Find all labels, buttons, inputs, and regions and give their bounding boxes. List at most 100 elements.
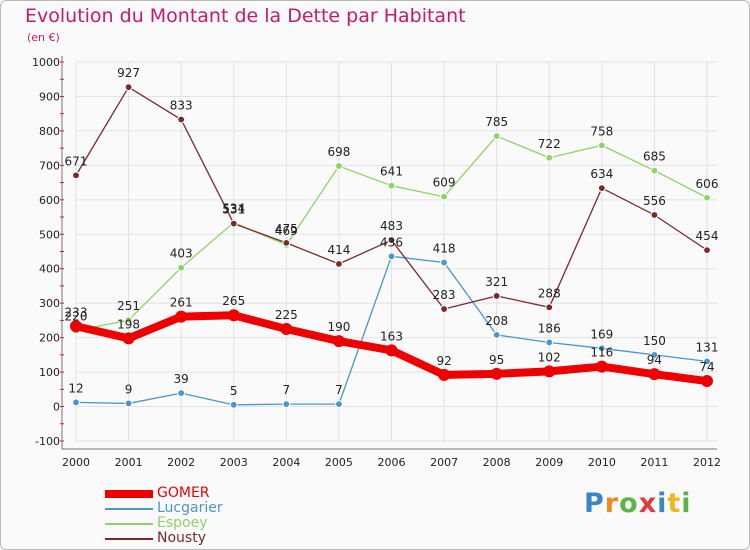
data-point-lucgarier <box>545 338 554 347</box>
y-tick-label: 300 <box>39 297 60 310</box>
data-point-gomer <box>595 360 608 373</box>
legend-item-nousty: Nousty <box>105 531 223 546</box>
y-tick-label: 400 <box>39 263 60 276</box>
legend-label: Lucgarier <box>157 500 223 516</box>
data-point-espoey <box>545 153 554 162</box>
x-tick-label: 2012 <box>693 456 721 469</box>
data-label-nousty: 483 <box>380 219 403 233</box>
data-label-gomer: 92 <box>436 354 451 368</box>
y-tick-label: 100 <box>39 366 60 379</box>
data-label-lucgarier: 7 <box>283 383 291 397</box>
data-point-nousty <box>387 236 396 245</box>
data-label-gomer: 102 <box>538 350 561 364</box>
y-tick-label: 900 <box>39 90 60 103</box>
data-label-gomer: 163 <box>380 329 403 343</box>
data-label-espoey: 220 <box>65 310 88 324</box>
data-label-gomer: 74 <box>699 360 714 374</box>
y-tick-label: -100 <box>35 435 60 448</box>
chart-data-labels: 12 9 39 5 7 7 436 418 208 186 169 150 131 220 251 403 53… <box>65 66 719 398</box>
chart-legend: GOMER Lucgarier Espoey Nousty <box>105 486 223 546</box>
y-tick-label: 500 <box>39 228 60 241</box>
legend-item-espoey: Espoey <box>105 516 223 531</box>
x-tick-label: 2009 <box>535 456 563 469</box>
data-label-lucgarier: 39 <box>174 372 189 386</box>
data-point-gomer <box>332 335 345 348</box>
x-tick-label: 2010 <box>588 456 616 469</box>
x-tick-label: 2001 <box>115 456 143 469</box>
data-point-lucgarier <box>440 258 448 267</box>
data-label-espoey: 403 <box>170 247 193 261</box>
chart-grid <box>75 61 717 442</box>
logo-letter: i <box>681 488 692 519</box>
data-label-gomer: 225 <box>275 308 298 322</box>
data-point-espoey <box>177 263 186 272</box>
data-label-lucgarier: 12 <box>68 381 83 395</box>
data-label-espoey: 641 <box>380 165 403 179</box>
data-label-nousty: 634 <box>590 167 613 181</box>
data-label-espoey: 785 <box>485 115 508 129</box>
data-point-nousty <box>545 303 554 312</box>
x-tick-label: 2011 <box>640 456 668 469</box>
data-point-lucgarier <box>282 400 291 409</box>
data-point-nousty <box>229 219 238 228</box>
y-tick-label: 600 <box>39 194 60 207</box>
data-point-nousty <box>335 260 343 268</box>
data-label-nousty: 414 <box>327 243 350 257</box>
data-point-gomer <box>385 344 398 357</box>
data-label-nousty: 475 <box>275 222 298 236</box>
legend-item-lucgarier: Lucgarier <box>105 501 223 516</box>
logo-letter: t <box>667 488 682 519</box>
legend-label: GOMER <box>157 485 210 501</box>
data-point-lucgarier <box>177 389 186 398</box>
x-tick-label: 2004 <box>272 456 300 469</box>
legend-swatch <box>105 507 153 510</box>
y-tick-label: 0 <box>53 401 60 414</box>
chart-series <box>70 83 713 409</box>
x-tick-label: 2005 <box>325 456 353 469</box>
data-point-gomer <box>175 310 188 323</box>
legend-label: Espoey <box>157 515 208 531</box>
data-label-nousty: 454 <box>696 229 719 243</box>
data-point-gomer <box>438 368 451 381</box>
data-point-nousty <box>282 238 291 247</box>
data-point-nousty <box>492 292 501 300</box>
data-point-lucgarier <box>72 398 80 407</box>
x-tick-label: 2007 <box>430 456 458 469</box>
y-tick-label: 700 <box>39 159 60 172</box>
data-point-gomer <box>122 332 135 345</box>
data-label-lucgarier: 208 <box>485 314 508 328</box>
data-point-nousty <box>177 115 186 124</box>
data-point-gomer <box>701 375 713 388</box>
data-point-espoey <box>492 132 501 140</box>
legend-label: Nousty <box>157 530 206 546</box>
data-point-lucgarier <box>650 350 659 359</box>
x-tick-label: 2000 <box>62 456 90 469</box>
data-label-espoey: 469 <box>275 224 298 238</box>
y-tick-label: 800 <box>39 125 60 138</box>
data-label-lucgarier: 436 <box>380 235 403 249</box>
data-label-gomer: 265 <box>222 294 245 308</box>
data-label-nousty: 833 <box>170 99 193 113</box>
x-tick-label: 2008 <box>483 456 511 469</box>
data-label-espoey: 606 <box>696 177 719 191</box>
data-label-espoey: 609 <box>433 176 456 190</box>
data-label-nousty: 283 <box>433 288 456 302</box>
data-label-espoey: 758 <box>590 124 613 138</box>
data-label-espoey: 722 <box>538 137 561 151</box>
data-label-espoey: 685 <box>643 150 666 164</box>
data-point-gomer <box>490 367 503 380</box>
data-label-nousty: 671 <box>65 154 88 168</box>
chart-title: Evolution du Montant de la Dette par Hab… <box>25 5 466 27</box>
data-label-gomer: 233 <box>65 305 88 319</box>
data-point-nousty <box>597 184 606 193</box>
data-label-nousty: 927 <box>117 66 140 80</box>
data-label-gomer: 261 <box>170 296 193 310</box>
data-label-gomer: 116 <box>590 346 613 360</box>
data-point-espoey <box>703 193 711 202</box>
data-point-gomer <box>543 365 556 378</box>
data-label-lucgarier: 9 <box>125 382 133 396</box>
data-label-lucgarier: 418 <box>433 242 456 256</box>
legend-item-gomer: GOMER <box>105 486 223 501</box>
logo-letter: x <box>638 488 658 519</box>
proxiti-logo: Proxiti <box>584 488 692 519</box>
